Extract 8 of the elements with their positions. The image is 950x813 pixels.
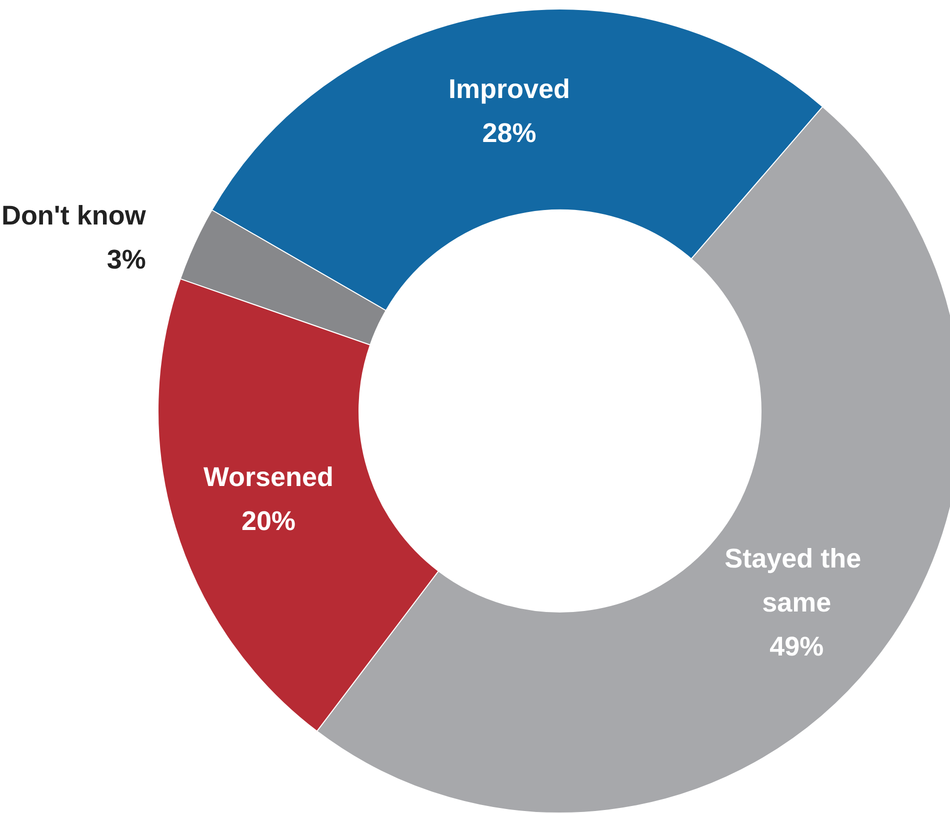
slice-label: Stayed the same [724, 544, 869, 618]
data-label: 49% [770, 632, 824, 662]
data-label: 20% [241, 506, 296, 536]
slice-label: Don't know [1, 200, 147, 230]
slice-label: Worsened [203, 462, 334, 492]
data-label: 28% [482, 118, 536, 148]
slice-label: Improved [448, 74, 570, 104]
data-label: 3% [106, 244, 146, 274]
